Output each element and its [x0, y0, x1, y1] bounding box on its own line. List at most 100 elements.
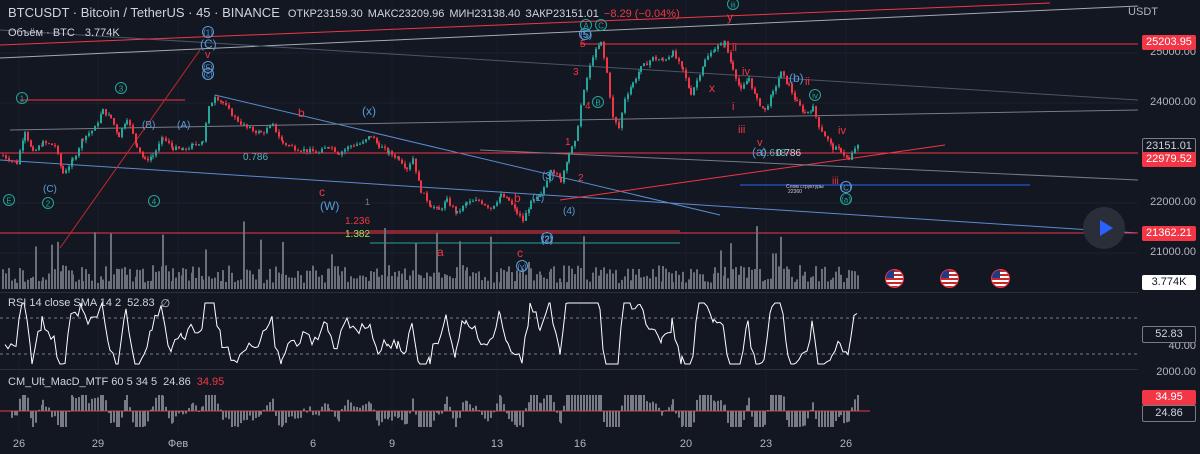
- wave-label: 5: [580, 39, 586, 50]
- macd-histogram-bar: [188, 407, 190, 411]
- volume-bar: [35, 246, 37, 289]
- volume-bar: [394, 271, 396, 289]
- macd-histogram-bar: [824, 411, 826, 427]
- candle-body: [668, 57, 670, 60]
- candle-body: [100, 114, 102, 123]
- candle-body: [266, 128, 268, 133]
- candle-body: [696, 80, 698, 88]
- macd-histogram-bar: [105, 400, 107, 411]
- candle-body: [309, 148, 311, 152]
- candle-body: [81, 139, 83, 149]
- candle-body: [113, 118, 115, 125]
- volume-bar: [100, 276, 102, 289]
- volume-bar: [770, 278, 772, 289]
- macd-tick: 2000.00: [1156, 366, 1196, 378]
- macd-legend[interactable]: CM_Ult_MacD_MTF 60 5 34 5 24.86 34.95: [8, 376, 224, 388]
- rsi-legend[interactable]: RSI 14 close SMA 14 2 52.83 ∅: [8, 297, 170, 310]
- macd-histogram-bar: [278, 411, 280, 426]
- volume-bar: [568, 265, 570, 289]
- macd-histogram-bar: [45, 406, 47, 411]
- macd-histogram-bar: [630, 395, 632, 411]
- us-flag-icon[interactable]: [940, 269, 959, 288]
- macd-histogram-bar: [615, 411, 617, 427]
- candle-body: [398, 157, 400, 160]
- macd-histogram-bar: [124, 400, 126, 411]
- wave-label: (2): [542, 235, 552, 244]
- us-flag-icon[interactable]: [885, 269, 904, 288]
- volume-bar: [82, 281, 84, 289]
- macd-histogram-bar: [356, 406, 358, 411]
- candle-body: [126, 120, 128, 125]
- volume-bar: [446, 275, 448, 289]
- volume-bar: [519, 272, 521, 289]
- wave-circle: [202, 61, 214, 73]
- macd-histogram-bar: [668, 407, 670, 411]
- volume-bar: [300, 275, 302, 289]
- candle-body: [175, 146, 177, 151]
- macd-histogram-bar: [282, 411, 284, 426]
- pane-divider[interactable]: [0, 292, 1138, 293]
- candle-body: [632, 82, 634, 88]
- candle-body: [857, 144, 859, 149]
- volume-bar: [807, 281, 809, 289]
- pane-divider[interactable]: [0, 369, 1138, 370]
- candle-body: [649, 60, 651, 66]
- macd-histogram-bar: [306, 411, 308, 413]
- macd-histogram-bar: [178, 411, 180, 414]
- candle-body: [255, 130, 257, 133]
- volume-bar: [404, 268, 406, 289]
- macd-histogram-bar: [381, 411, 383, 423]
- volume-bar: [707, 281, 709, 289]
- macd-histogram-bar: [592, 395, 594, 411]
- macd-histogram-bar: [707, 395, 709, 411]
- volume-bar: [724, 266, 726, 289]
- macd-histogram-bar: [640, 395, 642, 411]
- candle-body: [794, 92, 796, 100]
- volume-bar: [214, 277, 216, 289]
- volume-bar: [738, 274, 740, 289]
- macd-value-1: 24.86: [163, 376, 191, 388]
- candle-body: [516, 208, 518, 214]
- wave-label: iii: [738, 124, 745, 136]
- wave-label: iv: [812, 92, 818, 101]
- volume-bar: [11, 280, 13, 289]
- candle-body: [51, 143, 53, 146]
- macd-histogram-bar: [693, 411, 695, 423]
- us-flag-icon[interactable]: [991, 269, 1010, 288]
- volume-legend[interactable]: Объём · BTC 3.774K: [8, 27, 120, 39]
- macd-histogram-bar: [609, 411, 611, 427]
- volume-bar: [624, 276, 626, 289]
- volume-bar: [321, 275, 323, 289]
- macd-histogram-bar: [652, 401, 654, 411]
- macd-label: CM_Ult_MacD_MTF 60 5 34 5: [8, 376, 158, 388]
- macd-histogram-bar: [519, 411, 521, 426]
- macd-histogram-bar: [516, 411, 518, 427]
- currency-label[interactable]: USDT: [1128, 6, 1158, 18]
- price-tag-level: 22979.52: [1142, 152, 1196, 167]
- symbol-title[interactable]: BTCUSDT · Bitcoin / TetherUS · 45 · BINA…: [8, 5, 280, 20]
- candle-body: [762, 106, 764, 108]
- volume-bar: [22, 270, 24, 289]
- volume-bar: [824, 266, 826, 289]
- macd-histogram-bar: [756, 411, 758, 427]
- macd-histogram-bar: [672, 399, 674, 411]
- macd-histogram-bar: [48, 407, 50, 411]
- candle-body: [530, 200, 532, 210]
- volume-bar: [324, 282, 326, 289]
- wave-label: (5): [580, 30, 592, 41]
- candle-body: [2, 155, 4, 157]
- macd-histogram-bar: [854, 399, 856, 411]
- volume-bar: [68, 270, 70, 289]
- candle-body: [306, 149, 308, 152]
- macd-histogram-bar: [418, 411, 420, 427]
- volume-bar: [835, 271, 837, 289]
- play-icon[interactable]: [1083, 207, 1125, 249]
- wave-circle: [840, 193, 852, 205]
- wave-label: (C): [840, 184, 851, 193]
- candle-body: [441, 208, 443, 210]
- candle-body: [191, 144, 193, 149]
- macd-histogram-bar: [294, 411, 296, 419]
- macd-histogram-bar: [412, 398, 414, 411]
- volume-bar: [780, 236, 782, 289]
